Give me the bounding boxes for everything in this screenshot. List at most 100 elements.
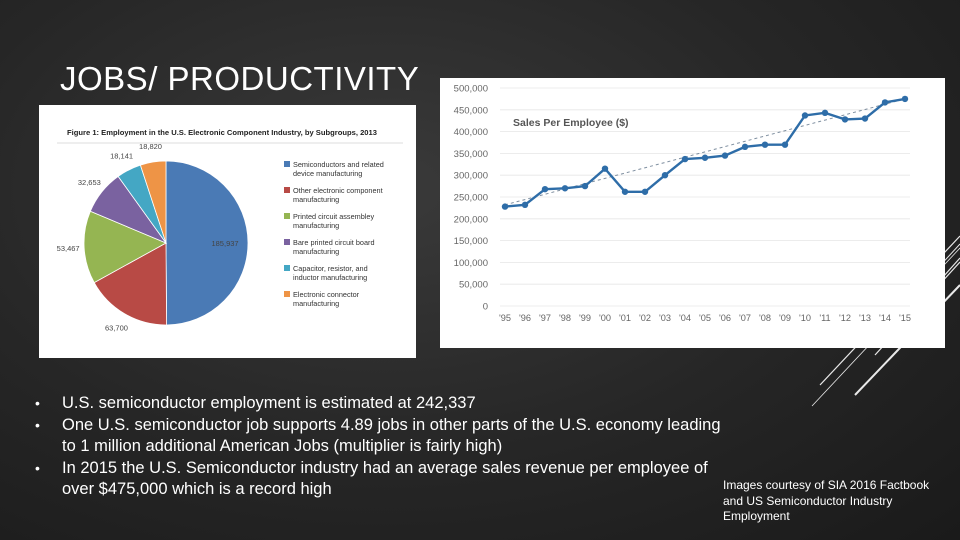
pie-value-label: 63,700 <box>105 324 128 333</box>
legend-label: Printed circuit assembley manufacturing <box>293 212 374 230</box>
pie-value-label: 18,141 <box>110 152 133 161</box>
legend-swatch <box>284 187 290 193</box>
x-tick-label: '12 <box>839 313 851 323</box>
pie-slice <box>165 160 249 326</box>
x-tick-label: '97 <box>539 313 551 323</box>
x-tick-label: '15 <box>899 313 911 323</box>
data-point <box>561 185 569 192</box>
data-point <box>661 172 669 179</box>
data-point <box>741 143 749 151</box>
y-tick-label: 500,000 <box>454 84 488 95</box>
x-tick-label: '01 <box>619 313 631 323</box>
sales-per-employee-chart: 0 50,000 100,000 150,000 200,000 250,000 300,0… <box>454 84 911 324</box>
y-tick-label: 400,000 <box>454 127 488 138</box>
y-tick-label: 50,000 <box>459 280 488 291</box>
line-chart-title: Sales Per Employee ($) <box>513 117 629 129</box>
bullet-glyph: • <box>35 459 40 476</box>
x-tick-label: '00 <box>599 313 611 323</box>
y-tick-label: 100,000 <box>454 258 488 269</box>
pie-value-label: 185,937 <box>211 239 238 248</box>
x-tick-label: '95 <box>499 313 511 323</box>
legend-swatch <box>284 213 290 219</box>
line-chart-x-ticks: '95 '96 '97 '98 '99 '00 '01 '02 '03 '04 '05 '06 '07 '… <box>499 313 911 323</box>
bullet-text: In 2015 the U.S. Semiconductor industry … <box>62 458 708 499</box>
y-tick-label: 200,000 <box>454 214 488 225</box>
pie-slice <box>139 160 167 244</box>
bullet-glyph: • <box>35 416 40 433</box>
bullet-text: One U.S. semiconductor job supports 4.89… <box>62 415 721 456</box>
pie-value-label: 18,820 <box>139 142 162 151</box>
line-chart-y-ticks: 0 50,000 100,000 150,000 200,000 250,000 300,0… <box>454 84 488 313</box>
image-credit: Images courtesy of SIA 2016 Factbook and… <box>723 478 930 523</box>
data-point <box>601 165 609 172</box>
data-point <box>841 116 849 123</box>
x-tick-label: '11 <box>819 313 830 323</box>
pie-chart-panel: Figure 1: Employment in the U.S. Electro… <box>39 105 416 358</box>
x-tick-label: '99 <box>579 313 591 323</box>
pie-slices <box>83 160 249 326</box>
data-point <box>581 182 589 190</box>
y-tick-label: 450,000 <box>454 105 488 116</box>
y-tick-label: 150,000 <box>454 236 488 247</box>
legend-swatch <box>284 161 290 167</box>
data-point <box>901 95 909 103</box>
pie-slice <box>83 210 167 284</box>
x-tick-label: '02 <box>639 313 651 323</box>
data-point <box>621 188 629 195</box>
data-point <box>861 115 869 122</box>
bullet-list: • U.S. semiconductor employment is estima… <box>35 393 735 501</box>
legend-label: Capacitor, resistor, and inductor manufac… <box>293 264 368 282</box>
x-tick-label: '03 <box>659 313 671 323</box>
x-tick-label: '14 <box>879 313 891 323</box>
bullet-item: • One U.S. semiconductor job supports 4.8… <box>35 415 735 458</box>
x-tick-label: '09 <box>779 313 791 323</box>
data-point <box>821 109 829 117</box>
pie-slice <box>93 242 167 326</box>
legend-label: Electronic connector manufacturing <box>293 290 360 308</box>
y-tick-label: 250,000 <box>454 193 488 204</box>
x-tick-label: '07 <box>739 313 751 323</box>
y-tick-label: 300,000 <box>454 171 488 182</box>
bullet-text: U.S. semiconductor employment is estimat… <box>62 394 476 412</box>
pie-chart-title: Figure 1: Employment in the U.S. Electro… <box>67 128 377 137</box>
data-point <box>801 112 809 119</box>
x-tick-label: '04 <box>679 313 691 323</box>
slide-title: JOBS/ PRODUCTIVITY <box>60 60 420 97</box>
bullet-glyph: • <box>35 395 40 411</box>
pie-value-label: 32,653 <box>78 178 101 187</box>
series-points <box>501 95 909 210</box>
legend-label: Semiconductors and related device manufac… <box>293 160 384 178</box>
x-tick-label: '08 <box>759 313 771 323</box>
data-point <box>501 203 509 210</box>
legend-label: Other electronic component manufacturing <box>293 186 383 204</box>
pie-value-labels: 185,937 63,700 53,467 32,653 18,141 18,820 <box>57 142 239 332</box>
legend-swatch <box>284 239 290 245</box>
data-point <box>881 99 889 106</box>
data-point <box>681 155 689 163</box>
bullet-item: • In 2015 the U.S. Semiconductor industry… <box>35 458 735 501</box>
employment-pie-chart: Figure 1: Employment in the U.S. Electro… <box>57 128 403 333</box>
data-point <box>521 201 529 209</box>
data-point <box>641 188 649 195</box>
x-tick-label: '96 <box>519 313 531 323</box>
x-tick-label: '10 <box>799 313 811 323</box>
x-tick-label: '05 <box>699 313 711 323</box>
data-point <box>701 154 709 161</box>
data-point <box>541 185 549 193</box>
y-tick-label: 350,000 <box>454 149 488 160</box>
legend-label: Bare printed circuit board manufacturing <box>293 238 375 256</box>
line-chart-gridlines <box>500 87 910 307</box>
bullet-item: • U.S. semiconductor employment is estima… <box>35 393 735 415</box>
y-tick-label: 0 <box>483 302 488 313</box>
legend-swatch <box>284 265 290 271</box>
x-tick-label: '98 <box>559 313 571 323</box>
data-point <box>781 141 789 148</box>
pie-legend: Semiconductors and related device manufac… <box>284 160 384 308</box>
data-point <box>721 152 729 159</box>
data-point <box>761 141 769 148</box>
x-tick-label: '06 <box>719 313 731 323</box>
pie-value-label: 53,467 <box>57 244 80 253</box>
legend-swatch <box>284 291 290 297</box>
x-tick-label: '13 <box>859 313 871 323</box>
line-chart-panel: 0 50,000 100,000 150,000 200,000 250,000 300,0… <box>440 78 945 348</box>
